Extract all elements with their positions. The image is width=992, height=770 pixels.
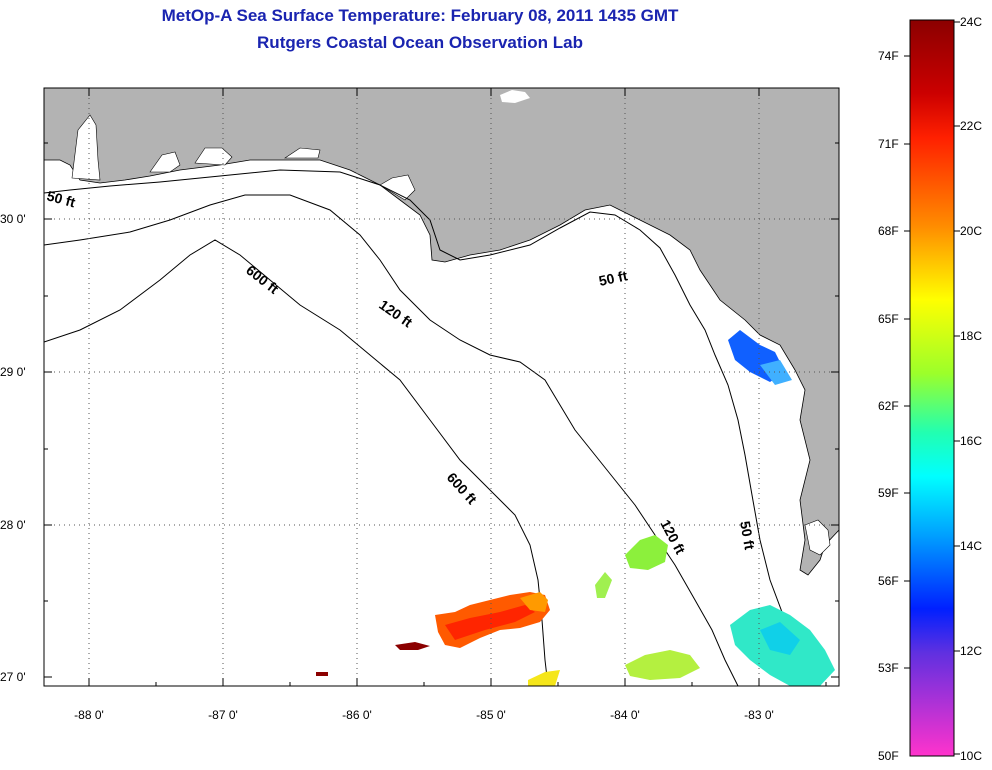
- inland-lake: [500, 90, 530, 103]
- pensacola-bay: [149, 151, 181, 173]
- cb-f-50: 50F: [878, 749, 899, 763]
- sst-patch-yellow: [528, 670, 560, 686]
- colorbar-gradient: [909, 19, 955, 757]
- lon-label-87: -87 0': [208, 708, 238, 722]
- contour-label-50ft-east: 50 ft: [597, 267, 629, 289]
- sst-patches: [316, 330, 835, 686]
- cb-f-62: 62F: [878, 399, 899, 413]
- cb-c-24: 24C: [960, 15, 982, 29]
- sst-patch-cyan-deep: [760, 622, 800, 655]
- contour-label-50ft-south: 50 ft: [737, 520, 758, 551]
- map-subtitle: Rutgers Coastal Ocean Observation Lab: [257, 33, 583, 52]
- cb-c-14: 14C: [960, 539, 982, 553]
- lon-label-86: -86 0': [342, 708, 372, 722]
- cb-c-18: 18C: [960, 329, 982, 343]
- cb-f-56: 56F: [878, 574, 899, 588]
- tampa-bay: [804, 519, 831, 556]
- cb-c-16: 16C: [960, 434, 982, 448]
- cb-f-71: 71F: [878, 137, 899, 151]
- cb-c-22: 22C: [960, 119, 982, 133]
- lat-label-27: 27 0': [0, 670, 26, 684]
- cb-c-20: 20C: [960, 224, 982, 238]
- cb-c-10: 10C: [960, 749, 982, 763]
- cb-f-53: 53F: [878, 661, 899, 675]
- contour-600ft: [44, 239, 549, 686]
- sst-patch-green-1: [625, 535, 668, 570]
- cb-f-59: 59F: [878, 486, 899, 500]
- map-title: MetOp-A Sea Surface Temperature: Februar…: [161, 6, 679, 25]
- lat-label-30: 30 0': [0, 212, 26, 226]
- choctawhatchee-bay: [194, 147, 233, 166]
- contour-label-50ft-west: 50 ft: [45, 187, 77, 210]
- cb-f-74: 74F: [878, 49, 899, 63]
- cb-f-68: 68F: [878, 224, 899, 238]
- lon-label-83: -83 0': [744, 708, 774, 722]
- contour-50ft: [44, 169, 821, 686]
- sst-patch-darkred-small: [316, 672, 328, 676]
- sst-patch-orange-edge: [520, 592, 548, 612]
- sst-patch-green-3: [625, 650, 700, 680]
- colorbar: 74F 71F 68F 65F 62F 59F 56F 53F 50F 24C …: [878, 15, 982, 763]
- lon-label-84: -84 0': [610, 708, 640, 722]
- lat-label-28: 28 0': [0, 518, 26, 532]
- contour-120ft: [44, 194, 739, 686]
- apalachee-bay: [379, 174, 416, 201]
- st-andrew-bay: [284, 147, 321, 159]
- mobile-bay: [71, 114, 101, 181]
- sst-patch-hot-core: [445, 605, 535, 640]
- lon-label-88: -88 0': [74, 708, 104, 722]
- cb-c-12: 12C: [960, 644, 982, 658]
- sst-patch-blue-edge: [760, 360, 792, 385]
- axis-ticks: [44, 88, 839, 686]
- lon-label-85: -85 0': [476, 708, 506, 722]
- sst-patch-darkred: [395, 642, 430, 650]
- cb-f-65: 65F: [878, 312, 899, 326]
- sst-patch-green-2: [595, 572, 612, 598]
- lat-label-29: 29 0': [0, 365, 26, 379]
